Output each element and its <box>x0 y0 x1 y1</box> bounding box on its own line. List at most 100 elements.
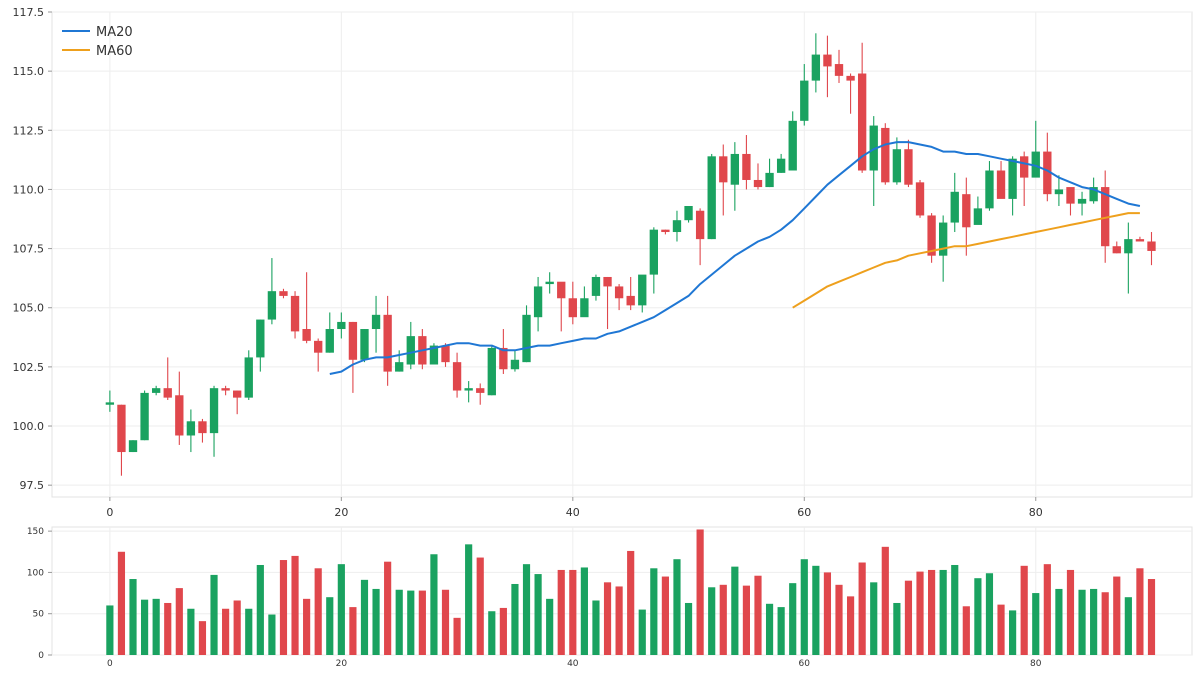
candle-body <box>290 295 300 332</box>
volume-x-tick-label: 80 <box>1030 659 1042 669</box>
candle <box>233 390 242 415</box>
volume-bar <box>175 588 183 655</box>
volume-bar <box>187 608 195 655</box>
candle <box>545 272 554 294</box>
price-y-tick-label: 115.0 <box>13 65 45 78</box>
candle-body <box>267 291 277 320</box>
candle-body <box>695 210 705 240</box>
candle-body <box>186 421 196 436</box>
candle-body <box>661 229 670 233</box>
candle <box>765 158 774 188</box>
candle <box>452 352 462 398</box>
volume-bar <box>696 529 704 655</box>
candle-body <box>1089 187 1098 202</box>
legend-ma20-label: MA20 <box>96 25 133 40</box>
candle <box>672 210 682 242</box>
candle-body <box>476 388 485 393</box>
candle <box>962 177 971 256</box>
candle-body <box>1008 158 1017 199</box>
candle <box>603 276 612 330</box>
candle <box>661 229 670 235</box>
volume-bar <box>314 568 322 655</box>
volume-bar <box>719 584 727 655</box>
volume-bar <box>256 564 264 655</box>
candle-body <box>939 222 948 256</box>
candle <box>1089 177 1098 204</box>
price-y-axis: 97.5 100.0 102.5 105.0 107.5 110.0 112.5 115.0 1… <box>13 6 52 492</box>
volume-x-tick-label: 0 <box>107 659 113 669</box>
candle-body <box>452 362 462 391</box>
candle-body <box>869 125 878 171</box>
candle <box>719 144 728 216</box>
candle <box>973 196 983 225</box>
volume-bar <box>349 607 357 655</box>
candle-body <box>568 298 577 318</box>
candle <box>904 139 913 188</box>
candle-body <box>117 404 126 453</box>
candle-body <box>823 54 832 67</box>
candle <box>221 385 230 396</box>
volume-bar <box>1101 592 1109 655</box>
candle-body <box>707 156 716 240</box>
candle-body <box>672 220 682 233</box>
candle <box>406 321 415 370</box>
candle-body <box>915 182 925 216</box>
candle-body <box>580 298 589 318</box>
volume-bar <box>800 559 808 655</box>
volume-bar <box>1136 568 1144 655</box>
candle <box>823 35 832 98</box>
candle-body <box>1077 198 1087 204</box>
candle <box>1054 175 1064 206</box>
candle <box>1112 241 1121 254</box>
volume-bar <box>384 561 392 655</box>
candle <box>441 343 450 367</box>
price-y-tick-label: 117.5 <box>13 6 45 19</box>
volume-bar <box>360 579 369 655</box>
candle <box>985 161 994 211</box>
candle <box>175 371 184 445</box>
candle-body <box>1147 241 1156 251</box>
candle-body <box>510 359 520 370</box>
volume-bar <box>337 564 345 655</box>
candle-body <box>950 191 959 223</box>
candle-body <box>198 421 207 434</box>
candle <box>1101 170 1110 263</box>
candle <box>742 135 751 190</box>
price-x-tick-label: 60 <box>797 506 811 519</box>
candle <box>395 350 404 372</box>
candle-body <box>487 347 496 396</box>
candle <box>198 418 207 443</box>
candle <box>730 142 740 211</box>
price-y-tick-label: 107.5 <box>13 243 45 256</box>
volume-panel: 0 50 100 150 0 20 40 60 80 <box>27 526 1193 669</box>
candle-body <box>765 172 774 188</box>
candle <box>614 284 624 311</box>
candle-body <box>730 153 740 185</box>
candle <box>892 137 902 185</box>
volume-bar <box>534 574 542 655</box>
candle-body <box>1101 187 1110 247</box>
volume-x-tick-label: 60 <box>799 659 811 669</box>
volume-bar <box>928 569 936 655</box>
volume-bar <box>430 554 438 655</box>
volume-y-tick-label: 100 <box>27 568 44 578</box>
candle <box>256 319 265 372</box>
candle <box>927 213 936 263</box>
candle <box>557 281 566 332</box>
volume-bar <box>291 555 299 655</box>
candle-body <box>360 329 369 360</box>
volume-bar <box>418 590 426 655</box>
volume-bar <box>985 573 994 655</box>
candle <box>302 272 311 344</box>
candle-body <box>834 64 844 76</box>
candle <box>522 305 531 363</box>
volume-y-tick-label: 0 <box>38 651 44 661</box>
volume-bar <box>580 567 588 655</box>
candle <box>1031 120 1040 178</box>
volume-bar <box>661 576 669 655</box>
price-y-tick-label: 100.0 <box>13 420 45 433</box>
legend-ma60-label: MA60 <box>96 44 133 59</box>
price-x-tick-label: 0 <box>106 506 113 519</box>
candle-body <box>649 229 658 275</box>
